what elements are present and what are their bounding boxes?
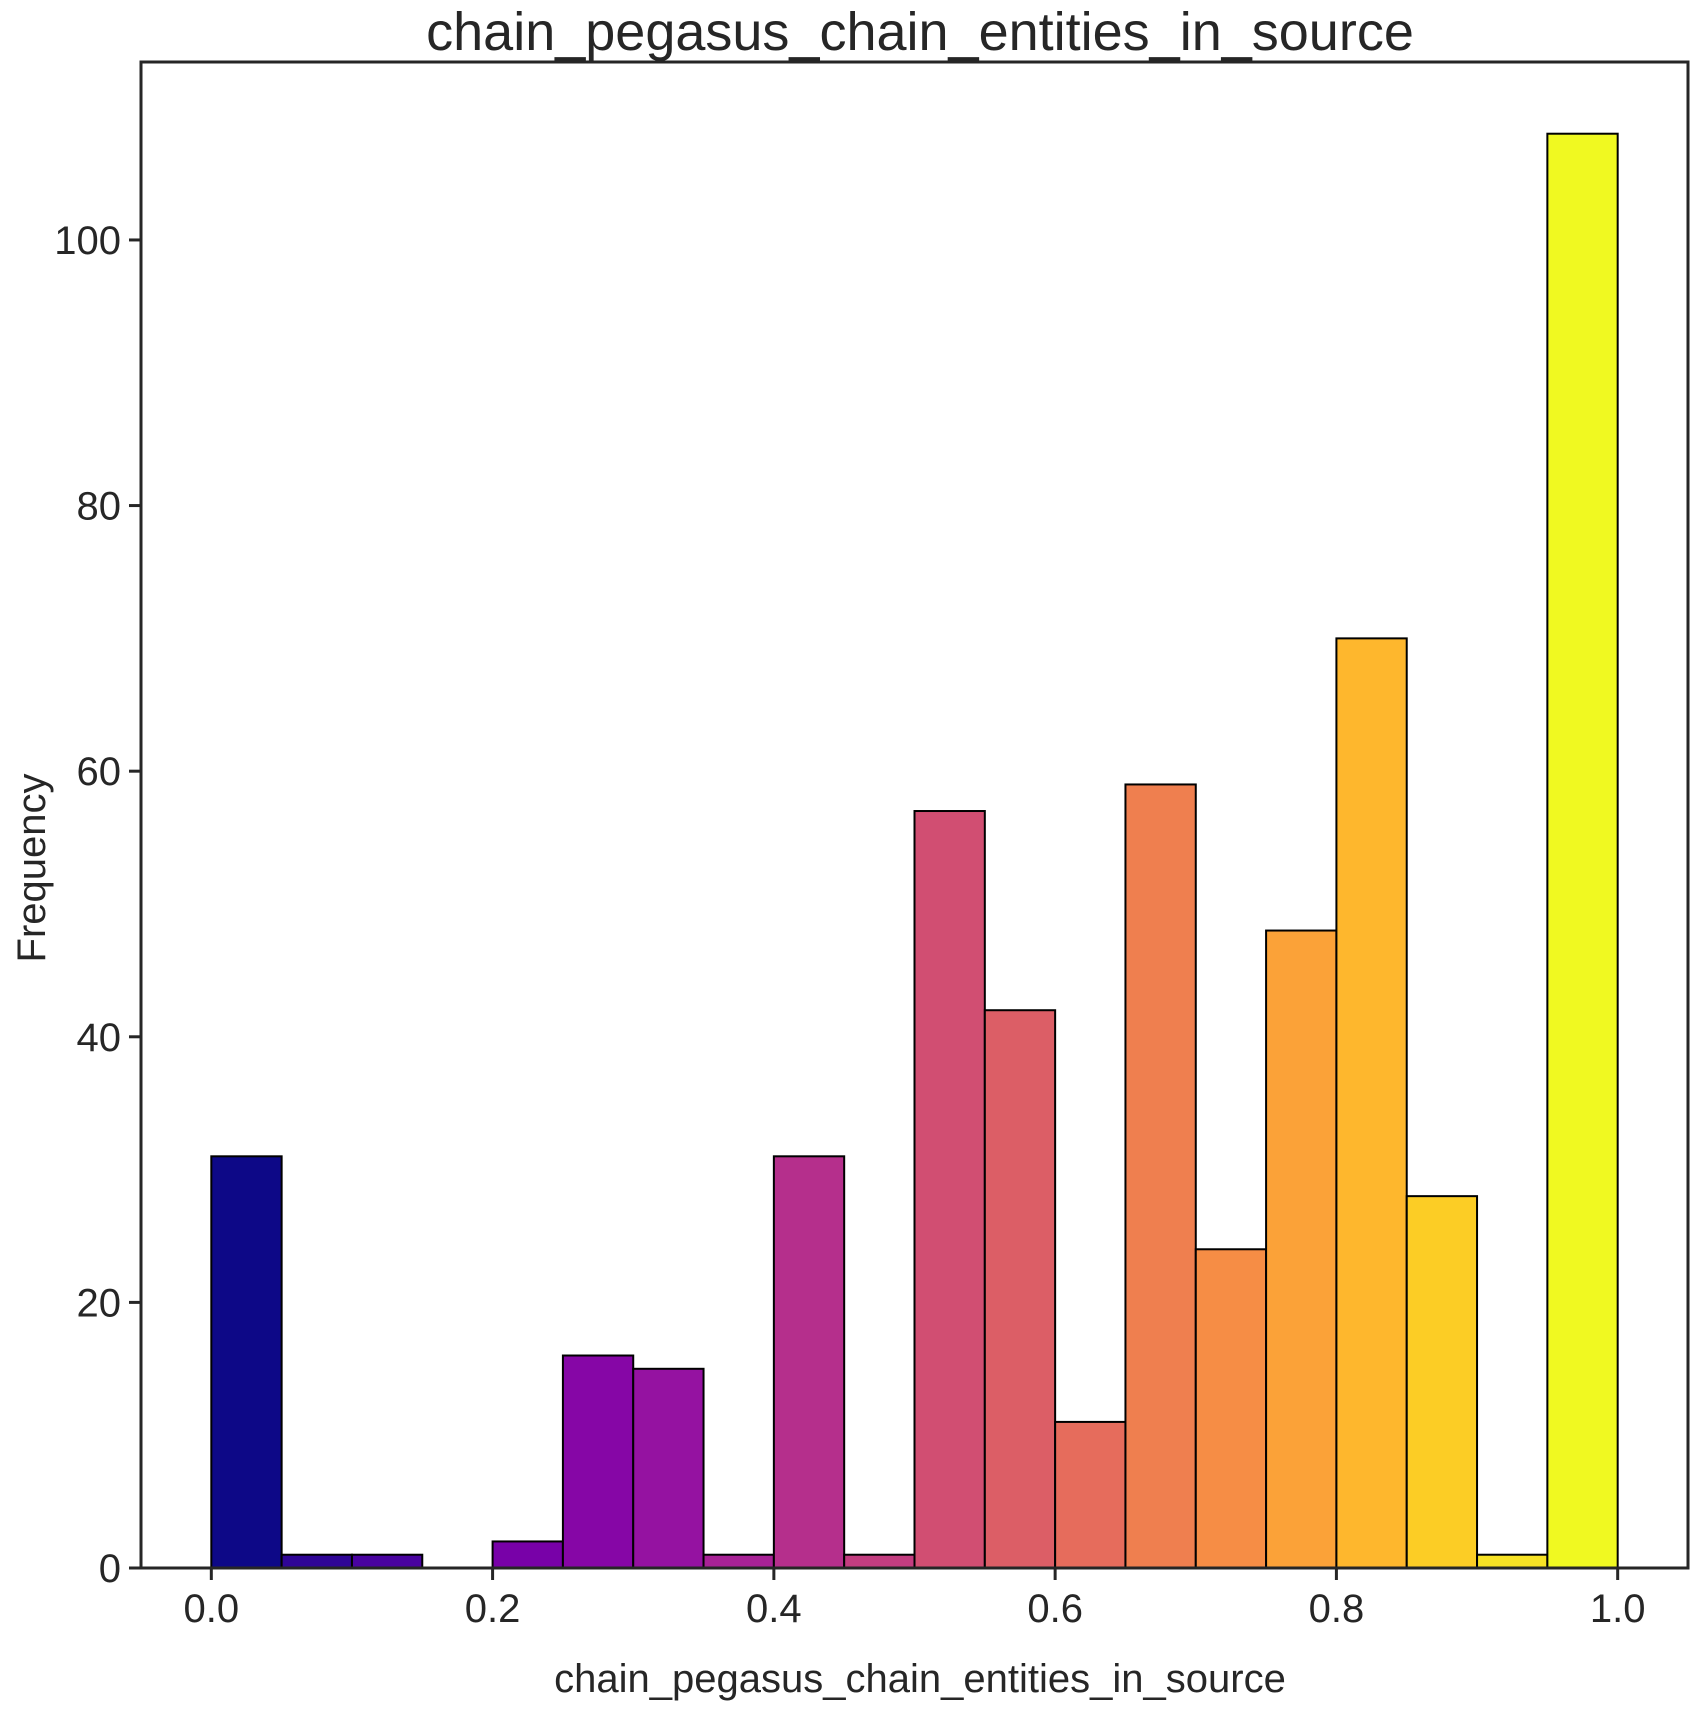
histogram-bar-13 <box>1124 783 1197 1569</box>
histogram-bar-19 <box>1546 132 1619 1570</box>
histogram-bar-15 <box>1265 929 1338 1569</box>
histogram-bar-7 <box>702 1553 775 1570</box>
histogram-bar-12 <box>1054 1420 1127 1569</box>
y-tick-label-1: 20 <box>77 1281 122 1325</box>
y-tick-label-4: 80 <box>77 485 122 529</box>
x-tick-label-2: 0.4 <box>746 1587 802 1631</box>
histogram-bar-17 <box>1405 1195 1479 1570</box>
histogram-bar-14 <box>1194 1248 1268 1570</box>
histogram-bar-5 <box>561 1354 635 1569</box>
histogram-bar-11 <box>983 1009 1057 1569</box>
histogram-bar-9 <box>843 1553 916 1570</box>
histogram-bar-16 <box>1335 637 1408 1569</box>
chart-title: chain_pegasus_chain_entities_in_source <box>426 2 1414 62</box>
y-axis-label: Frequency <box>10 774 54 963</box>
x-tick-label-4: 0.8 <box>1309 1587 1365 1631</box>
histogram-bar-10 <box>913 810 986 1569</box>
x-ticks-group: 0.0 0.2 0.4 0.6 0.8 1.0 <box>184 1568 1646 1631</box>
x-tick-label-0: 0.0 <box>184 1587 240 1631</box>
x-axis-label: chain_pegasus_chain_entities_in_source <box>554 1657 1286 1701</box>
plot-frame <box>139 60 1690 1570</box>
x-tick-label-3: 0.6 <box>1027 1587 1083 1631</box>
histogram-bar-0 <box>210 1155 283 1569</box>
histogram-bar-1 <box>280 1553 353 1570</box>
histogram-bar-8 <box>772 1155 846 1569</box>
y-tick-label-5: 100 <box>54 219 121 263</box>
histogram-bar-4 <box>491 1540 564 1570</box>
bars-group <box>210 132 1619 1570</box>
y-ticks-group: 0 20 40 60 80 100 <box>54 219 141 1591</box>
y-tick-label-3: 60 <box>77 750 122 794</box>
histogram-bar-18 <box>1476 1553 1549 1570</box>
x-tick-label-5: 1.0 <box>1590 1587 1646 1631</box>
x-tick-label-1: 0.2 <box>465 1587 521 1631</box>
histogram-bar-2 <box>350 1553 424 1570</box>
y-tick-label-0: 0 <box>99 1547 121 1591</box>
histogram-bar-6 <box>632 1367 705 1570</box>
y-tick-label-2: 40 <box>77 1016 122 1060</box>
